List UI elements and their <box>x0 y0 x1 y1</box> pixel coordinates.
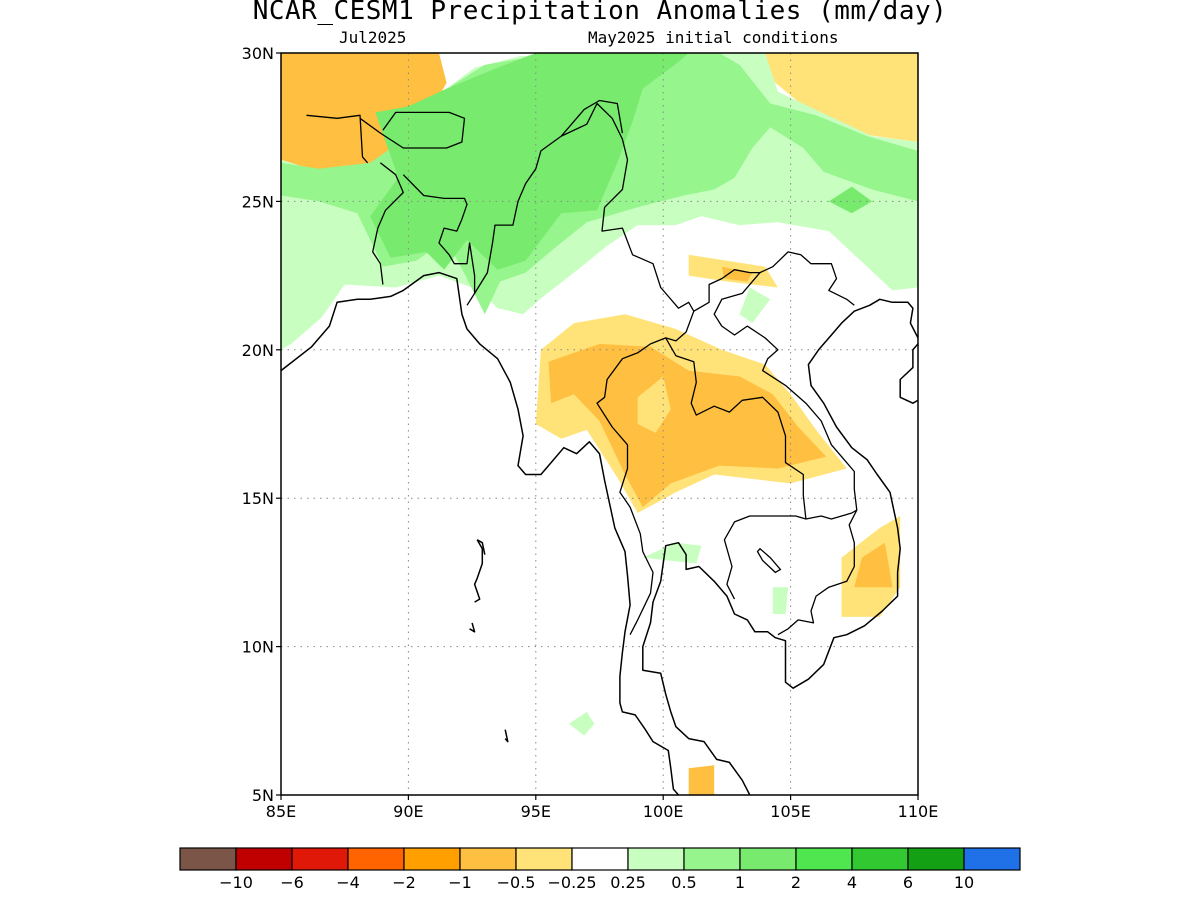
colorbar-label: −2 <box>392 873 416 892</box>
colorbar-label: 1 <box>735 873 745 892</box>
border-3 <box>402 174 476 306</box>
anomaly-region-4 <box>760 53 918 142</box>
colorbar: −10 −6 −4 −2 −1 −0.5 −0.25 0.25 0.5 1 2 4 6 10 <box>179 847 1021 892</box>
coastline-1 <box>642 298 918 795</box>
colorbar-swatch <box>515 847 573 871</box>
colorbar-label: 6 <box>903 873 913 892</box>
coastlines-and-borders <box>281 99 918 795</box>
coastline-4 <box>476 539 486 555</box>
colorbar-label: 0.5 <box>671 873 696 892</box>
colorbar-label: −4 <box>336 873 360 892</box>
anomaly-region-9 <box>637 376 671 433</box>
lon-tick-label: 95E <box>521 802 551 821</box>
valid-month-label: Jul2025 <box>339 28 407 47</box>
border-1 <box>306 114 369 164</box>
colorbar-swatch <box>627 847 685 871</box>
colorbar-label: 4 <box>847 873 857 892</box>
border-6 <box>693 251 855 312</box>
colorbar-swatch <box>795 847 853 871</box>
coastline-6 <box>504 729 509 743</box>
anomaly-region-19 <box>772 587 789 614</box>
anomaly-region-8 <box>548 343 827 508</box>
colorbar-swatch <box>459 847 517 871</box>
anomaly-region-17 <box>739 287 771 324</box>
graticule-grid <box>281 53 918 795</box>
anomaly-region-6 <box>721 266 753 282</box>
border-5 <box>560 99 624 137</box>
page-title: NCAR_CESM1 Precipitation Anomalies (mm/d… <box>252 0 948 26</box>
lake-0 <box>756 547 782 574</box>
colorbar-swatch <box>963 847 1021 871</box>
colorbar-swatch <box>235 847 293 871</box>
coastline-3 <box>473 539 484 603</box>
colorbar-swatch <box>347 847 405 871</box>
colorbar-label: −10 <box>219 873 253 892</box>
border-8 <box>713 272 858 636</box>
colorbar-swatch <box>571 847 629 871</box>
colorbar-swatch <box>907 847 965 871</box>
lon-tick-label: 105E <box>770 802 811 821</box>
border-7 <box>665 337 807 600</box>
colorbar-label: 10 <box>954 873 974 892</box>
colorbar-swatch <box>683 847 741 871</box>
coastline-0 <box>281 271 680 795</box>
anomaly-region-11 <box>854 542 893 588</box>
lat-tick-label: 15N <box>242 489 274 508</box>
coastline-5 <box>469 622 476 633</box>
lat-tick-label: 25N <box>242 192 274 211</box>
anomaly-region-16 <box>828 186 873 214</box>
colorbar-swatch <box>291 847 349 871</box>
anomaly-region-12 <box>688 765 715 795</box>
initial-conditions-label: May2025 initial conditions <box>588 28 839 47</box>
border-2 <box>372 162 404 285</box>
lat-tick-label: 5N <box>252 786 274 805</box>
colorbar-swatch <box>403 847 461 871</box>
anomaly-region-15 <box>370 53 689 270</box>
lon-tick-label: 110E <box>898 802 939 821</box>
border-4 <box>474 102 695 635</box>
lon-tick-label: 90E <box>393 802 423 821</box>
lat-tick-label: 10N <box>242 638 274 657</box>
border-0 <box>359 111 466 149</box>
lat-tick-label: 30N <box>242 44 274 63</box>
colorbar-label: −0.25 <box>547 873 596 892</box>
colorbar-label: 2 <box>791 873 801 892</box>
lon-tick-label: 85E <box>266 802 296 821</box>
coastline-2 <box>899 343 918 404</box>
colorbar-swatch <box>739 847 797 871</box>
colorbar-label: −6 <box>280 873 304 892</box>
colorbar-swatch <box>851 847 909 871</box>
lat-tick-label: 20N <box>242 341 274 360</box>
border-9 <box>805 509 858 520</box>
anomaly-region-20 <box>568 711 595 736</box>
axis-ticks: 85E 90E 95E 100E 105E 110E 5N 10N 15N 20N 25N 30N <box>242 44 939 821</box>
colorbar-swatch <box>179 847 237 871</box>
anomaly-region-18 <box>642 542 702 564</box>
lon-tick-label: 100E <box>643 802 684 821</box>
plot-frame <box>280 52 919 796</box>
colorbar-label: −1 <box>448 873 472 892</box>
colorbar-label: 0.25 <box>610 873 646 892</box>
colorbar-label: −0.5 <box>497 873 536 892</box>
